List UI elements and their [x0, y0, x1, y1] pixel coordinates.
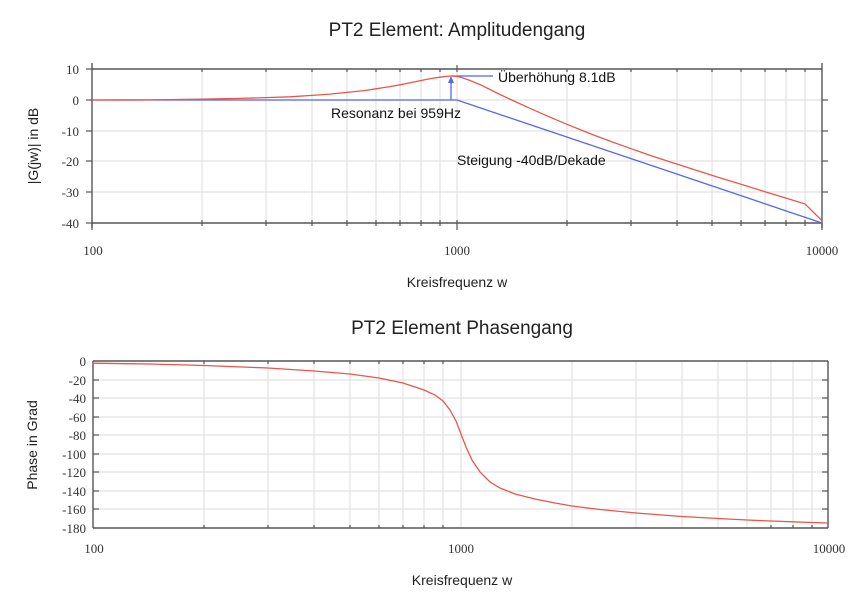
phase-chart: PT2 Element Phasengang	[24, 318, 845, 588]
arrow-head-icon	[448, 76, 454, 83]
amplitude-x-axis-label: Kreisfrequenz w	[407, 274, 508, 290]
svg-text:-40: -40	[69, 391, 86, 406]
phase-x-tick-labels: 100 1000 10000	[84, 541, 845, 556]
svg-text:1000: 1000	[444, 243, 470, 258]
phase-tickmarks	[93, 361, 828, 528]
amplitude-y-axis-label: |G(jw)| in dB	[25, 108, 41, 185]
svg-text:100: 100	[84, 541, 104, 556]
svg-text:-20: -20	[62, 154, 79, 169]
amplitude-curve	[91, 75, 823, 222]
svg-text:-10: -10	[62, 124, 79, 139]
svg-text:-100: -100	[62, 447, 86, 462]
annotation-peak: Überhöhung 8.1dB	[498, 68, 616, 85]
asymptote-line	[92, 99, 823, 224]
svg-text:10000: 10000	[806, 243, 839, 258]
svg-text:-160: -160	[62, 502, 86, 517]
svg-text:-120: -120	[62, 465, 86, 480]
phase-grid	[93, 361, 828, 528]
svg-text:-80: -80	[69, 428, 86, 443]
svg-text:10: 10	[66, 62, 79, 77]
annotation-slope: Steigung -40dB/Dekade	[457, 152, 606, 168]
svg-text:-30: -30	[62, 185, 79, 200]
svg-text:-40: -40	[62, 216, 79, 231]
amplitude-y-tick-labels: 10 0 -10 -20 -30 -40	[62, 62, 79, 231]
svg-text:-20: -20	[69, 373, 86, 388]
phase-y-axis-label: Phase in Grad	[24, 400, 40, 490]
svg-text:10000: 10000	[813, 541, 846, 556]
svg-text:-180: -180	[62, 521, 86, 536]
phase-x-axis-label: Kreisfrequenz w	[412, 572, 513, 588]
phase-chart-title: PT2 Element Phasengang	[351, 318, 573, 339]
annotation-resonance: Resonanz bei 959Hz	[331, 105, 461, 121]
svg-text:1000: 1000	[448, 541, 474, 556]
amplitude-tickmarks	[86, 65, 828, 230]
svg-text:100: 100	[83, 243, 103, 258]
phase-curve	[92, 362, 829, 524]
svg-text:0: 0	[73, 93, 80, 108]
amplitude-x-tick-labels: 100 1000 10000	[83, 243, 838, 258]
svg-text:-140: -140	[62, 484, 86, 499]
phase-y-tick-labels: 0 -20 -40 -60 -80 -100 -120 -140 -160 -1…	[62, 354, 86, 536]
amplitude-grid	[92, 69, 822, 223]
amplitude-chart-title: PT2 Element: Amplitudengang	[329, 20, 586, 41]
amplitude-chart: PT2 Element: Amplitudengang	[25, 20, 838, 290]
svg-text:-60: -60	[69, 410, 86, 425]
svg-text:0: 0	[80, 354, 87, 369]
